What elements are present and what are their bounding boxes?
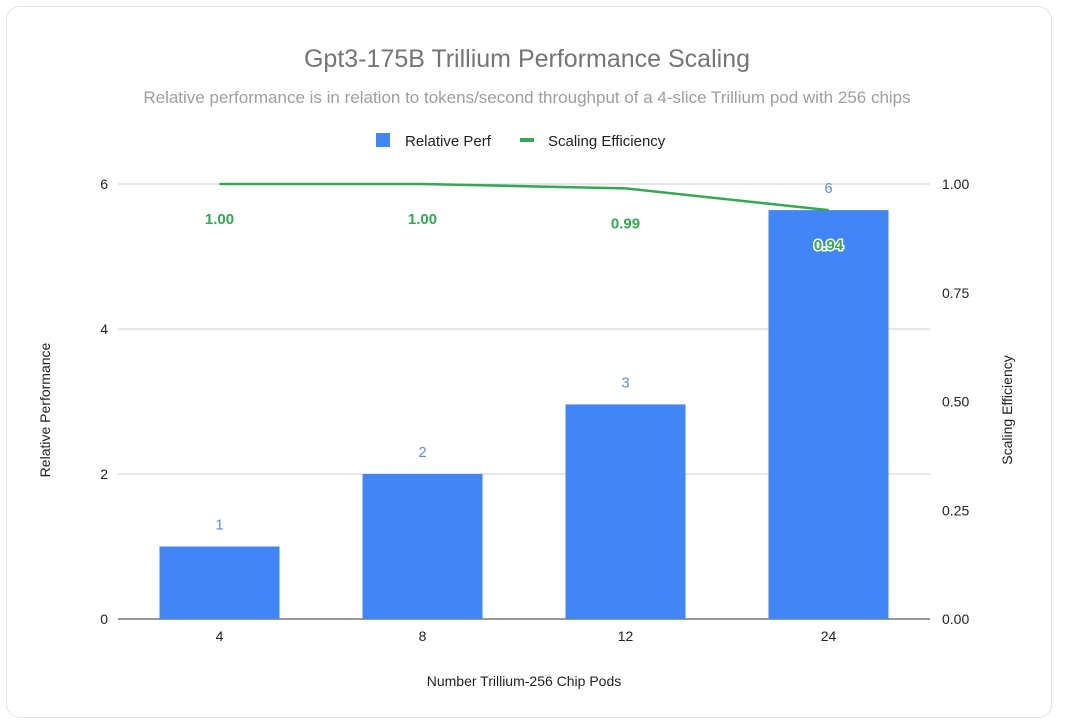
left-tick-label: 6 (100, 176, 108, 192)
line-series (219, 182, 829, 212)
right-tick-label: 0.50 (942, 394, 969, 410)
x-axis-title: Number Trillium-256 Chip Pods (427, 673, 622, 689)
x-axis-ticks: 4 8 12 24 (216, 628, 837, 644)
efficiency-value-label: 0.94 (814, 237, 844, 254)
x-tick-label: 24 (821, 628, 837, 644)
scaling-efficiency-line (219, 182, 829, 212)
legend: Relative Perf Scaling Efficiency (376, 133, 666, 150)
efficiency-value-label: 0.99 (611, 215, 640, 232)
legend-label-relative-perf: Relative Perf (405, 133, 492, 150)
x-tick-label: 8 (419, 628, 427, 644)
right-axis-ticks: 0.00 0.25 0.50 0.75 1.00 (942, 176, 969, 627)
legend-label-scaling-efficiency: Scaling Efficiency (548, 133, 666, 150)
right-tick-label: 0.25 (942, 502, 969, 518)
left-tick-label: 2 (100, 466, 108, 482)
efficiency-value-label: 1.00 (408, 211, 437, 228)
x-tick-label: 12 (618, 628, 634, 644)
bar-value-label: 3 (621, 374, 629, 391)
right-axis-title: Scaling Efficiency (999, 355, 1015, 464)
right-tick-label: 1.00 (942, 176, 969, 192)
bar (362, 474, 483, 619)
right-tick-label: 0.75 (942, 285, 969, 301)
bar (768, 210, 889, 619)
bar-series (159, 210, 889, 619)
bar-value-label: 1 (215, 517, 223, 534)
left-axis-title: Relative Performance (37, 342, 53, 477)
bar (565, 404, 686, 619)
left-axis-ticks: 0 2 4 6 (100, 176, 108, 627)
bar (159, 546, 280, 619)
efficiency-value-label: 1.00 (205, 211, 234, 228)
right-tick-label: 0.00 (942, 611, 969, 627)
legend-swatch-scaling-efficiency (520, 138, 534, 142)
left-tick-label: 4 (100, 321, 108, 337)
legend-swatch-relative-perf (376, 133, 390, 147)
chart-title: Gpt3-175B Trillium Performance Scaling (304, 45, 750, 73)
data-labels: 1 2 3 6 1.00 1.00 0.99 0.94 (205, 180, 845, 534)
bar-value-label: 2 (418, 444, 426, 461)
chart-subtitle: Relative performance is in relation to t… (143, 88, 910, 107)
x-tick-label: 4 (216, 628, 224, 644)
bar-value-label: 6 (824, 180, 832, 197)
left-tick-label: 0 (100, 611, 108, 627)
